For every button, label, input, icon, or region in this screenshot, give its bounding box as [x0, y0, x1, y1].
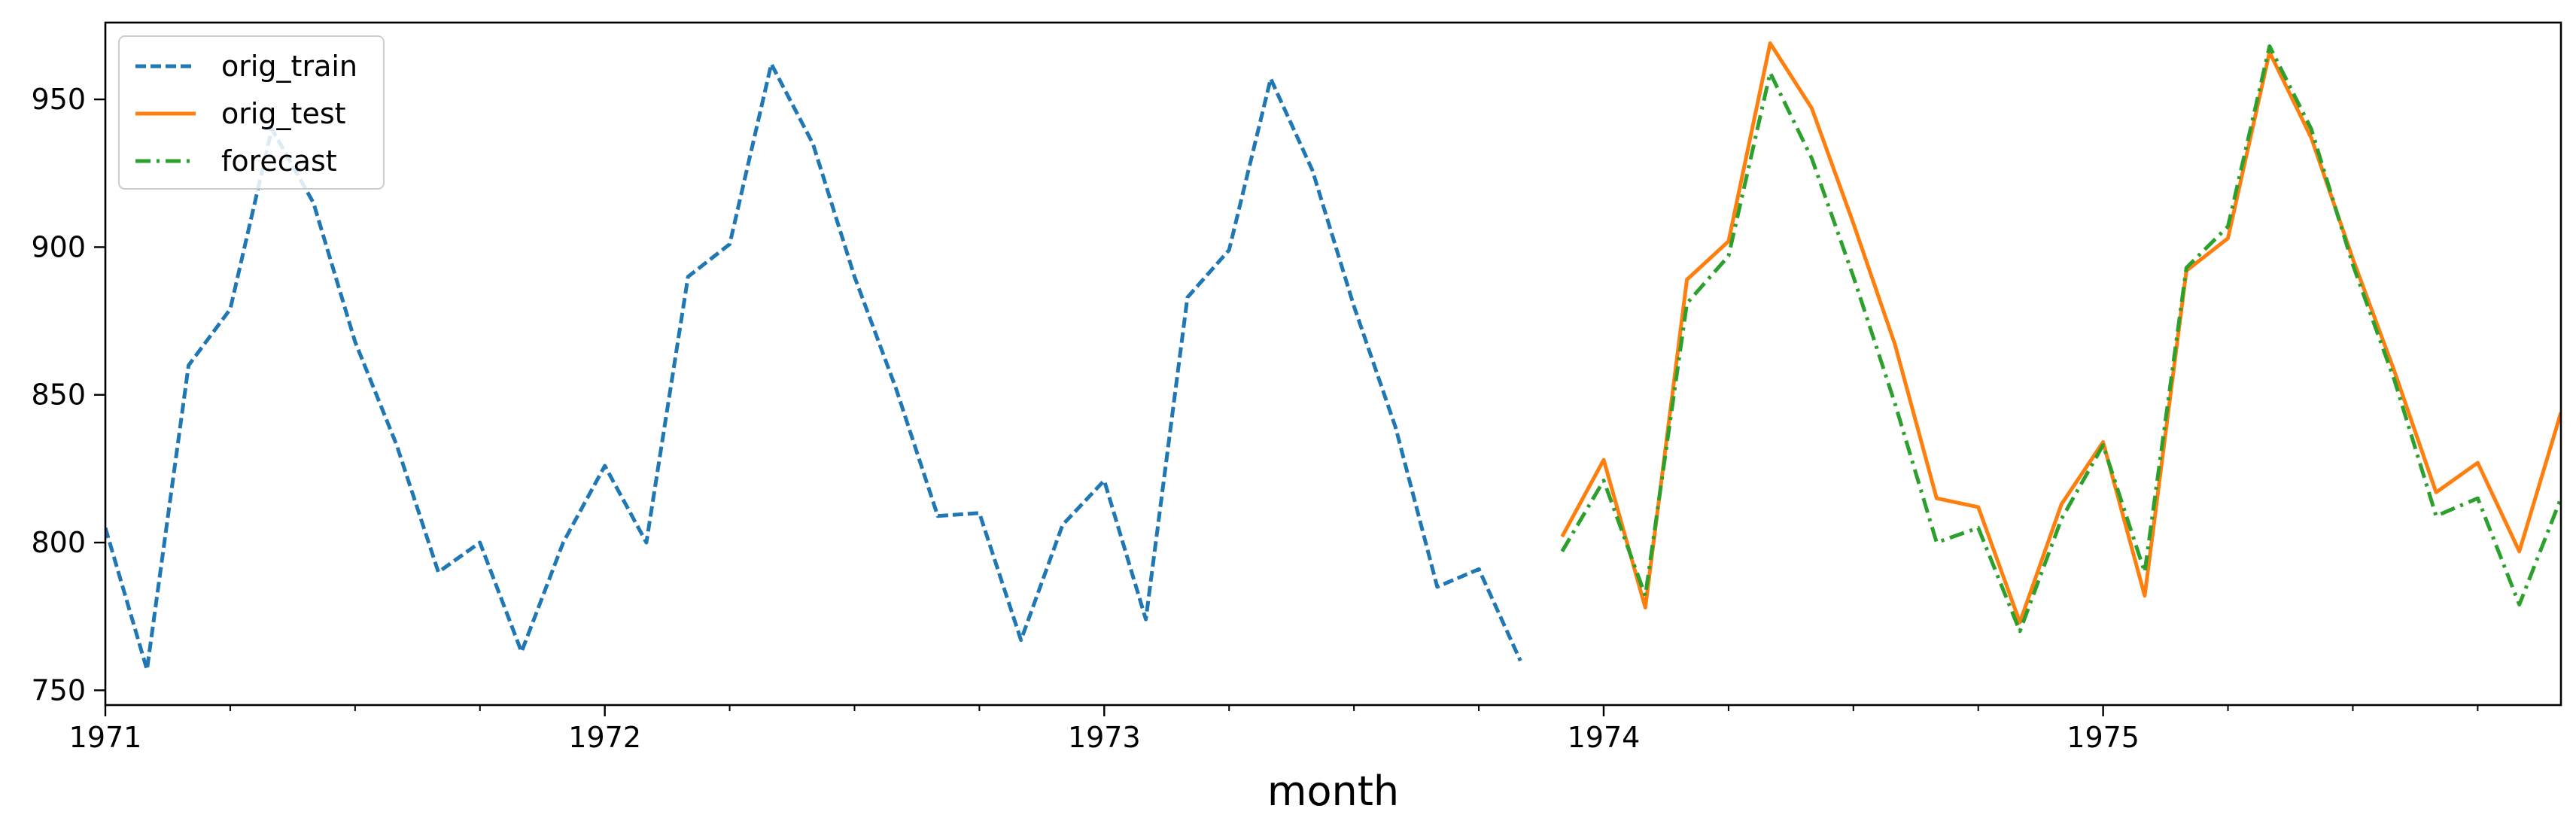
y-tick-label: 850 — [31, 378, 86, 412]
legend-label-orig_train: orig_train — [221, 50, 357, 83]
y-tick-label: 750 — [31, 673, 86, 707]
y-tick-label: 800 — [31, 526, 86, 559]
legend-box — [118, 35, 385, 190]
x-tick-label: 1974 — [1568, 721, 1641, 754]
x-tick-label: 1973 — [1068, 721, 1141, 754]
legend-label-orig_test: orig_test — [221, 97, 346, 130]
series-line-orig_train — [105, 62, 1522, 672]
x-tick-label: 1975 — [2067, 721, 2140, 754]
y-tick-label: 950 — [31, 83, 86, 116]
series-line-orig_test — [1560, 41, 2561, 625]
series-line-forecast — [1560, 44, 2561, 634]
legend: orig_train orig_test forecast — [118, 35, 385, 190]
legend-label-forecast: forecast — [221, 144, 337, 178]
x-axis-label: month — [1267, 768, 1399, 815]
series-layer — [105, 41, 2561, 672]
y-axis: 750 800 850 900 950 — [31, 83, 105, 707]
x-tick-label: 1972 — [568, 721, 641, 754]
x-tick-label: 1971 — [69, 721, 142, 754]
y-tick-label: 900 — [31, 230, 86, 263]
x-axis: 1971 1972 1973 1974 1975 — [69, 705, 2479, 754]
plot-area-frame — [104, 21, 2562, 707]
